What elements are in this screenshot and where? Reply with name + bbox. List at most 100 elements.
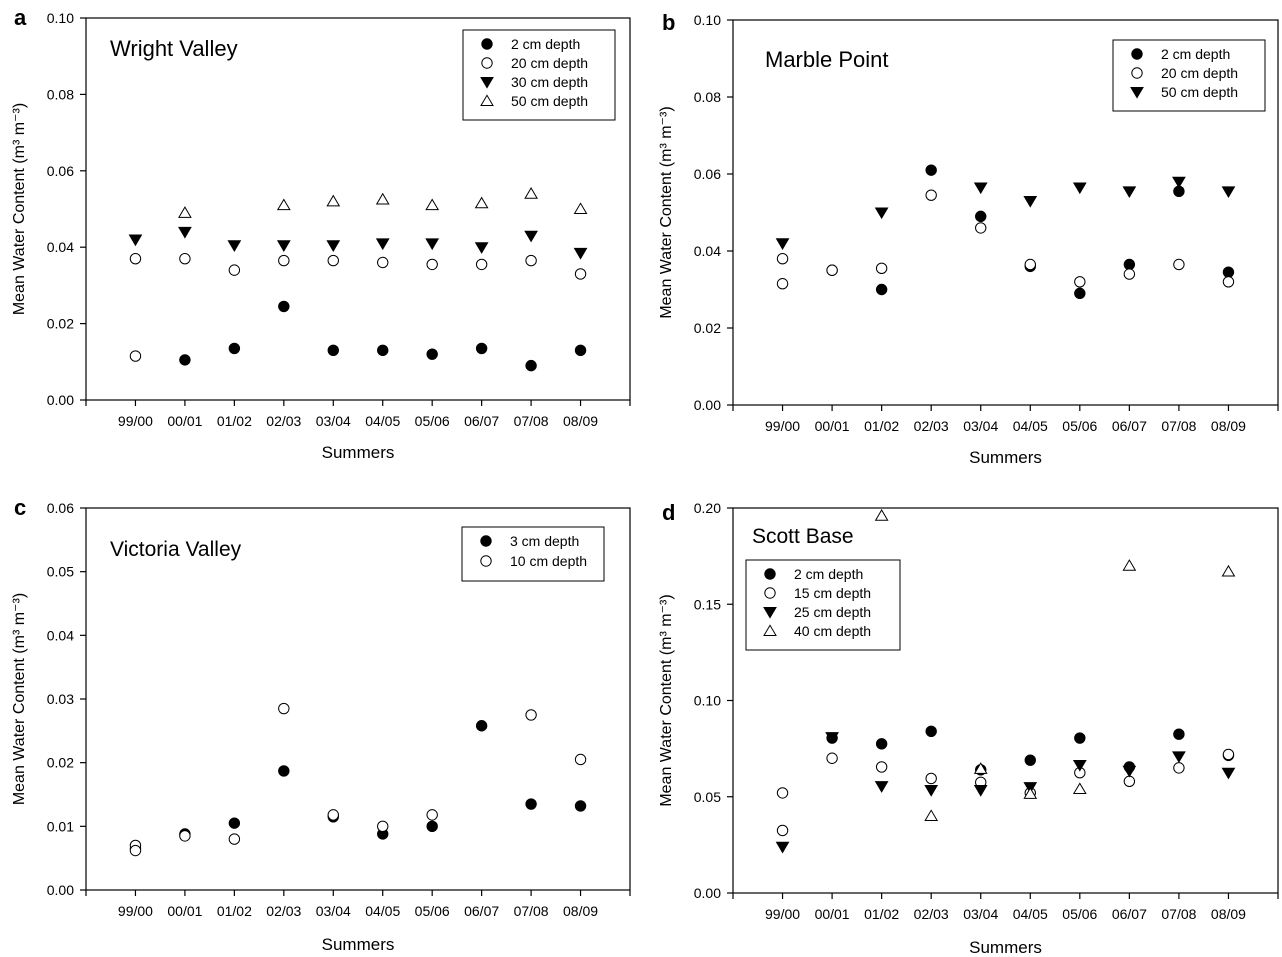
x-tick-label: 01/02 — [217, 903, 252, 919]
data-point — [775, 238, 790, 250]
legend-marker — [481, 57, 493, 69]
data-point — [525, 709, 537, 721]
data-point — [475, 720, 488, 732]
data-point — [776, 787, 789, 799]
data-point — [377, 256, 389, 269]
x-tick-label: 05/06 — [415, 903, 450, 919]
data-point — [1222, 266, 1235, 278]
x-tick-label: 02/03 — [914, 906, 949, 922]
data-point — [1172, 176, 1186, 189]
legend-label: 2 cm depth — [794, 566, 863, 582]
data-point — [574, 753, 587, 766]
x-tick-label: 07/08 — [1161, 906, 1196, 922]
y-tick-label: 0.02 — [694, 320, 721, 336]
legend-label: 50 cm depth — [1161, 84, 1238, 100]
y-tick-label: 0.04 — [47, 627, 74, 643]
x-tick-label: 04/05 — [1013, 418, 1048, 434]
data-point — [924, 809, 939, 821]
data-point — [825, 732, 839, 744]
legend-label: 20 cm depth — [1161, 65, 1238, 81]
x-tick-label: 03/04 — [316, 413, 351, 429]
y-tick-label: 0.15 — [694, 596, 721, 612]
data-point — [1122, 765, 1137, 778]
panel-title: Marble Point — [765, 47, 889, 72]
data-point — [973, 762, 988, 774]
data-point — [326, 240, 341, 252]
legend-marker — [763, 607, 777, 619]
data-point — [975, 222, 987, 234]
y-tick-label: 0.02 — [47, 316, 74, 332]
legend-label: 30 cm depth — [511, 74, 588, 90]
data-point — [525, 254, 537, 267]
x-tick-label: 03/04 — [316, 903, 351, 919]
data-point — [327, 344, 339, 357]
data-point — [1023, 195, 1038, 208]
y-axis-label: Mean Water Content (m³ m⁻³) — [658, 594, 675, 806]
legend-label: 10 cm depth — [510, 553, 587, 569]
data-point — [776, 253, 789, 265]
legend-label: 20 cm depth — [511, 55, 588, 71]
legend: 2 cm depth 20 cm depth 50 cm depth — [1112, 39, 1266, 112]
data-point — [574, 268, 587, 280]
panel-letter: c — [14, 495, 26, 520]
plot-frame — [85, 17, 631, 401]
data-point — [426, 348, 438, 360]
x-tick-label: 03/04 — [963, 418, 998, 434]
data-point — [1172, 751, 1186, 764]
legend-label: 25 cm depth — [794, 604, 871, 620]
legend-marker — [764, 568, 776, 580]
data-point — [426, 258, 438, 271]
x-axis-label: Summers — [322, 935, 395, 954]
data-point — [425, 238, 440, 251]
y-tick-label: 0.08 — [47, 86, 74, 102]
y-tick-label: 0.00 — [47, 392, 74, 408]
legend-marker — [480, 77, 494, 89]
y-tick-label: 0.06 — [47, 163, 74, 179]
x-tick-label: 07/08 — [514, 903, 549, 919]
data-point — [1024, 258, 1036, 271]
data-point — [925, 725, 937, 737]
data-point — [776, 824, 789, 837]
data-point — [1123, 775, 1136, 788]
data-point — [826, 752, 838, 764]
data-point — [1074, 732, 1086, 744]
data-point — [1024, 754, 1036, 766]
legend-label: 2 cm depth — [1161, 46, 1230, 62]
y-tick-label: 0.10 — [694, 693, 721, 709]
x-axis-label: Summers — [969, 448, 1042, 467]
legend-marker — [763, 624, 777, 636]
x-tick-label: 05/06 — [1062, 906, 1097, 922]
data-point — [1122, 186, 1137, 199]
y-tick-label: 0.06 — [47, 500, 74, 516]
data-point — [425, 198, 440, 211]
data-point — [874, 207, 889, 220]
data-point — [426, 820, 438, 833]
data-point — [574, 800, 587, 812]
data-point — [1222, 276, 1235, 288]
y-tick-label: 0.06 — [694, 166, 721, 182]
y-tick-label: 0.08 — [694, 89, 721, 105]
x-tick-label: 06/07 — [1112, 418, 1147, 434]
data-point — [475, 258, 488, 271]
x-tick-label: 08/09 — [1211, 418, 1246, 434]
data-point — [375, 238, 390, 251]
data-point — [1221, 564, 1236, 577]
x-tick-label: 99/00 — [765, 418, 800, 434]
x-tick-label: 08/09 — [1211, 906, 1246, 922]
legend-marker — [1131, 48, 1143, 60]
legend-marker — [480, 555, 492, 567]
data-point — [775, 841, 790, 854]
y-tick-label: 0.00 — [694, 397, 721, 413]
legend-label: 15 cm depth — [794, 585, 871, 601]
y-tick-label: 0.05 — [47, 564, 74, 580]
legend-label: 3 cm depth — [510, 533, 579, 549]
panel-title: Victoria Valley — [110, 538, 242, 561]
data-point — [178, 206, 192, 218]
data-point — [875, 738, 888, 750]
data-point — [179, 830, 191, 842]
x-tick-label: 04/05 — [365, 413, 400, 429]
x-axis-label: Summers — [322, 443, 395, 462]
data-point — [1074, 276, 1086, 288]
x-tick-label: 01/02 — [864, 906, 899, 922]
